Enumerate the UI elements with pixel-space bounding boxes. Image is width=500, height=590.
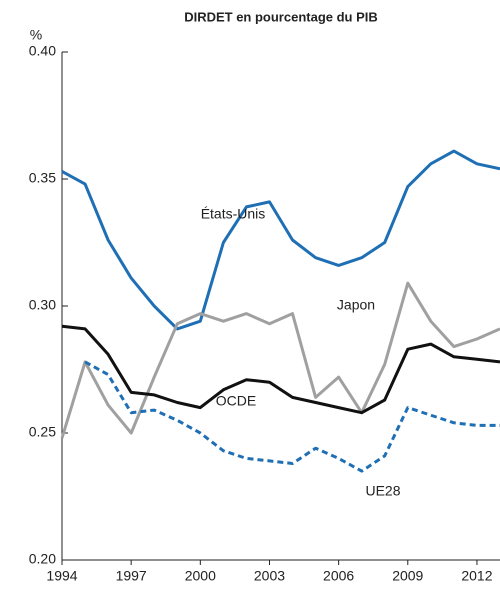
y-axis-unit: % [30,27,42,43]
series-label: OCDE [216,393,256,409]
series-label: Japon [337,297,375,313]
y-tick-label: 0.30 [29,297,56,313]
x-tick-label: 1997 [116,568,147,584]
x-tick-label: 1994 [46,568,77,584]
y-tick-label: 0.20 [29,551,56,567]
series-line [61,149,500,331]
series-line [61,324,500,415]
x-tick-label: 2000 [185,568,216,584]
x-tick-label: 2003 [254,568,285,584]
y-tick-label: 0.40 [29,43,56,59]
y-tick-label: 0.25 [29,424,56,440]
chart-title: DIRDET en pourcentage du PIB [184,9,378,24]
series-line [60,281,500,439]
series-label: États-Unis [201,206,266,222]
x-tick-label: 2009 [392,568,423,584]
series-label: UE28 [365,483,400,499]
x-tick-label: 2006 [323,568,354,584]
y-tick-label: 0.35 [29,170,56,186]
x-tick-label: 2012 [461,568,492,584]
series-line [84,360,500,473]
